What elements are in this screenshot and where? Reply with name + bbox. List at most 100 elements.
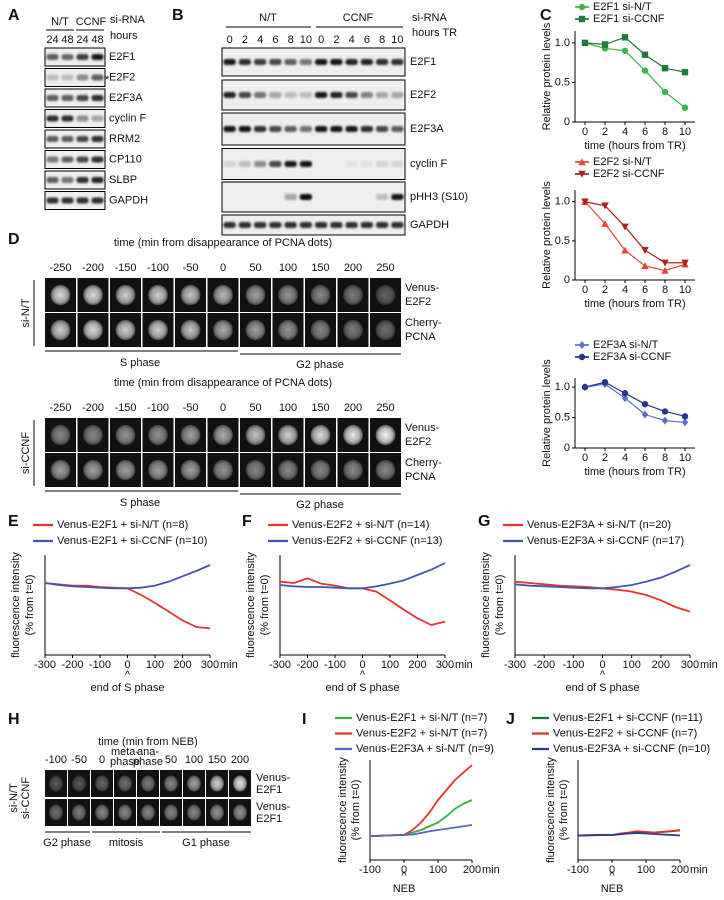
marker <box>601 219 609 227</box>
group-label: CCNF <box>343 12 374 24</box>
nucleus <box>245 284 266 306</box>
blot-band <box>61 156 74 163</box>
row-label: si-CCNF <box>20 777 32 819</box>
blot-band <box>223 59 236 65</box>
marker <box>578 170 586 178</box>
nucleus <box>209 775 225 792</box>
y-tick-label: 1.0 <box>555 381 570 393</box>
row-label: si-N/T <box>8 783 20 813</box>
panel-letter: D <box>8 231 20 248</box>
series-line <box>577 832 681 837</box>
nucleus <box>71 804 87 821</box>
blot-band <box>299 92 312 98</box>
marker <box>661 88 669 96</box>
blot-band <box>269 222 282 228</box>
x-axis-title: NEB <box>601 883 624 895</box>
x-tick-label: 0 <box>582 284 588 296</box>
nucleus <box>213 284 233 306</box>
nucleus <box>115 319 136 341</box>
time-label: -100 <box>147 402 169 414</box>
blot-band <box>299 59 312 65</box>
legend-label: Venus-E2F2 + si-CCNF (n=7) <box>553 727 697 739</box>
legend-label: E2F3A si-CCNF <box>593 351 672 363</box>
protein-label: E2F2 <box>410 89 436 101</box>
x-tick-label: 2 <box>602 452 608 464</box>
blot-strip <box>221 148 406 180</box>
x-tick-label: -100 <box>567 864 589 876</box>
time-label: -250 <box>49 262 71 274</box>
blot-band <box>76 95 89 101</box>
blot-band <box>391 194 404 200</box>
x-tick-label: -100 <box>324 659 346 671</box>
series-line <box>584 201 686 272</box>
blot-band <box>46 95 59 101</box>
blot-band <box>360 59 373 65</box>
x-tick-label: 0 <box>609 864 615 876</box>
nucleus <box>71 775 87 792</box>
nucleus <box>310 424 331 446</box>
nucleus <box>50 424 71 446</box>
lane-label: 10 <box>300 34 312 46</box>
channel-label: Venus- <box>405 282 440 294</box>
header-label: si-RNA <box>110 14 145 26</box>
annotation: ^ <box>360 669 366 681</box>
y-axis-title: (% from t=0) <box>494 575 506 636</box>
time-label: 100 <box>185 754 203 766</box>
legend-label: Venus-E2F2 + si-CCNF (n=13) <box>292 535 442 547</box>
x-tick-label: 0 <box>359 659 365 671</box>
y-axis-title: Relative protein levels <box>541 359 553 467</box>
x-tick-label: 10 <box>679 284 691 296</box>
marker <box>681 68 689 76</box>
time-label: -50 <box>183 402 199 414</box>
nucleus <box>83 284 103 306</box>
nucleus <box>245 459 266 481</box>
protein-label: E2F3A <box>410 123 444 135</box>
blot-band <box>91 95 104 101</box>
annotation: ^ <box>609 870 615 882</box>
nucleus <box>180 284 201 306</box>
blot-band <box>345 92 358 98</box>
blot-band <box>223 126 236 132</box>
time-label: 50 <box>249 262 261 274</box>
blot-band <box>91 74 104 81</box>
nucleus <box>115 284 136 306</box>
time-label: 150 <box>311 402 329 414</box>
blot-band <box>391 126 404 132</box>
time-label: 250 <box>376 262 394 274</box>
nucleus <box>343 284 363 306</box>
legend-label: Venus-E2F3A + si-CCNF (n=10) <box>553 743 710 755</box>
protein-label: SLBP <box>109 174 137 186</box>
series-line <box>369 764 473 838</box>
y-tick-label: 0.5 <box>555 411 570 423</box>
time-label: 200 <box>231 754 249 766</box>
nucleus <box>375 319 396 341</box>
blot-strip <box>221 79 406 111</box>
blot-band <box>376 59 389 65</box>
blot-band <box>360 126 373 132</box>
nucleus <box>343 424 363 446</box>
time-label: 250 <box>376 402 394 414</box>
blot-band <box>91 136 104 142</box>
x-tick-label: 6 <box>642 126 648 138</box>
blot-band <box>254 59 267 65</box>
legend-label: E2F1 si-CCNF <box>593 13 665 25</box>
y-tick-label: 0.5 <box>555 235 570 247</box>
blot-band <box>223 161 236 167</box>
x-axis-title: end of S phase <box>325 682 399 694</box>
blot-band <box>61 115 74 122</box>
channel-label: Venus- <box>405 422 440 434</box>
lane-label: 2 <box>333 34 339 46</box>
x-tick-label: -100 <box>359 864 381 876</box>
nucleus <box>117 775 133 792</box>
time-label: 200 <box>344 262 362 274</box>
x-tick-label: 300 <box>436 659 454 671</box>
x-tick-label: -300 <box>34 659 56 671</box>
x-unit: min <box>455 659 473 671</box>
channel-label: PCNA <box>405 331 436 343</box>
marker <box>681 104 689 111</box>
time-label: -200 <box>82 262 104 274</box>
nucleus <box>213 459 233 481</box>
blot-band <box>46 197 59 204</box>
x-tick-label: 100 <box>637 864 655 876</box>
